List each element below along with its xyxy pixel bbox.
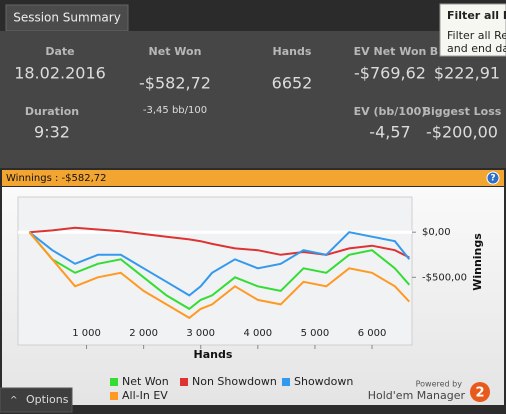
legend-swatch bbox=[282, 378, 290, 386]
tooltip-line: and end da bbox=[447, 42, 506, 55]
x-tick-label: 4 000 bbox=[244, 328, 273, 339]
legend-swatch bbox=[110, 378, 118, 386]
stat-value: $222,91 bbox=[434, 64, 500, 83]
logo bbox=[470, 382, 490, 402]
powered-by: Powered by bbox=[416, 380, 463, 389]
stat-label: B bbox=[430, 45, 438, 58]
y-axis-label: Winnings bbox=[471, 233, 484, 291]
tab[interactable] bbox=[5, 4, 129, 32]
series-line bbox=[28, 231, 411, 297]
stat-value: -4,57 bbox=[369, 123, 410, 142]
chart: 1 000 2 000 3 000 4 000 5 000 6 000 $0,00 -$500… bbox=[18, 226, 484, 402]
stat-value: -$582,72 bbox=[139, 74, 211, 93]
tooltip-title: Filter all Re bbox=[447, 9, 506, 22]
options-button[interactable] bbox=[0, 387, 73, 413]
stats: Date 18.02.2016 Net Won -$582,72 -3,45 bb/10… bbox=[14, 45, 502, 142]
x-tick-label: 3 000 bbox=[186, 328, 215, 339]
legend-label: All-In EV bbox=[122, 389, 168, 402]
x-tick-label: 5 000 bbox=[301, 328, 330, 339]
stat-label: Biggest Loss bbox=[423, 105, 502, 118]
legend-label: Non Showdown bbox=[192, 375, 277, 388]
stat-value: -$200,00 bbox=[426, 123, 498, 142]
help-text[interactable]: ? bbox=[490, 174, 495, 184]
options-label[interactable]: Options bbox=[26, 393, 69, 406]
y-tick-label: -$500,00 bbox=[422, 272, 467, 283]
stat-label: EV (bb/100) bbox=[354, 105, 427, 118]
series-line bbox=[28, 231, 411, 311]
stat-value: -$769,62 bbox=[354, 64, 426, 83]
tooltip bbox=[439, 3, 506, 57]
x-axis-label: Hands bbox=[194, 348, 233, 361]
logo-text: 2 bbox=[475, 386, 484, 401]
stats-panel bbox=[0, 31, 506, 168]
help-icon[interactable] bbox=[486, 171, 500, 185]
stat-label: Hands bbox=[273, 45, 312, 58]
brand: Hold'em Manager bbox=[368, 389, 466, 402]
tooltip-line: Filter all Rep bbox=[447, 29, 506, 42]
legend-label: Showdown bbox=[294, 375, 353, 388]
options-arrow[interactable]: ^ bbox=[10, 396, 18, 406]
legend-swatch bbox=[180, 378, 188, 386]
legend-swatch bbox=[110, 392, 118, 400]
y-tick-label: $0,00 bbox=[422, 227, 451, 238]
stat-label: EV Net Won bbox=[354, 45, 427, 58]
stat-sub: -3,45 bb/100 bbox=[143, 105, 207, 116]
stat-value: 6652 bbox=[272, 74, 313, 93]
stat-value: 9:32 bbox=[34, 123, 70, 142]
stat-value: 18.02.2016 bbox=[14, 64, 106, 83]
section-title: Winnings : -$582,72 bbox=[6, 173, 106, 184]
legend-label: Net Won bbox=[122, 375, 169, 388]
stat-label: Duration bbox=[25, 105, 79, 118]
tab-label[interactable]: Session Summary bbox=[13, 11, 121, 25]
x-tick-label: 6 000 bbox=[358, 328, 387, 339]
x-tick-label: 1 000 bbox=[72, 328, 101, 339]
series-line bbox=[29, 226, 410, 259]
stat-label: Date bbox=[45, 45, 74, 58]
series-line bbox=[28, 231, 411, 320]
stat-label: Net Won bbox=[149, 45, 202, 58]
section-bar bbox=[2, 170, 504, 186]
x-tick-label: 2 000 bbox=[129, 328, 158, 339]
